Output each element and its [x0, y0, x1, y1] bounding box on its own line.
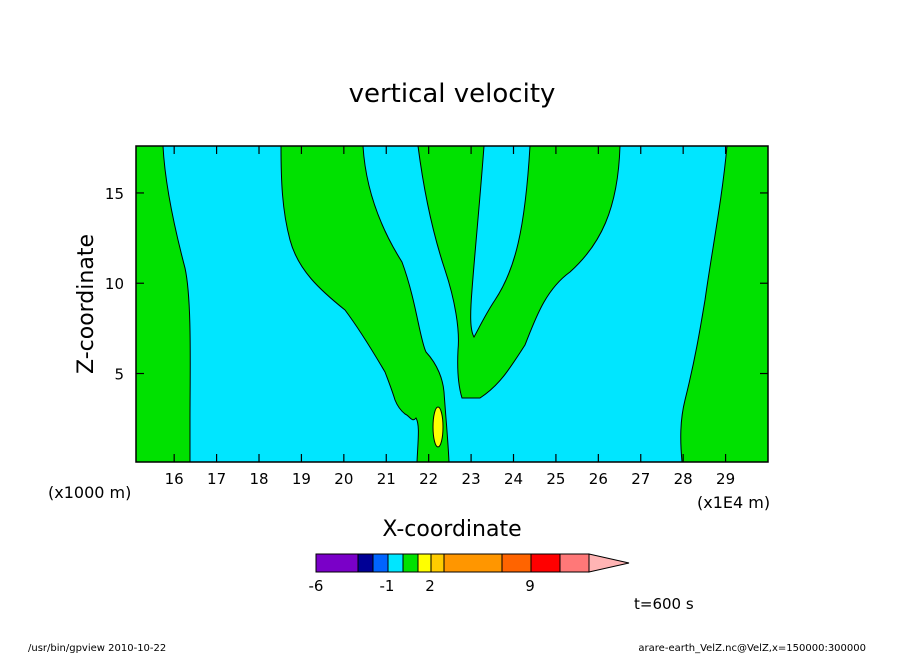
- x-tick-label: 27: [631, 470, 650, 488]
- y-tick-label: 15: [105, 185, 124, 203]
- max-velocity-cell: [432, 406, 444, 448]
- colorbar-tick-label: -6: [309, 577, 324, 595]
- y-tick-label: 5: [114, 366, 124, 384]
- colorbar-swatch: [387, 553, 404, 573]
- footer-right: arare-earth_VelZ.nc@VelZ,x=150000:300000: [638, 643, 866, 654]
- colorbar-swatch: [530, 553, 561, 573]
- y-axis-unit: (x1000 m): [48, 483, 131, 502]
- y-axis-ticks: 5 10 15: [105, 185, 768, 384]
- x-tick-label: 17: [207, 470, 226, 488]
- x-tick-label: 21: [377, 470, 396, 488]
- x-tick-label: 25: [546, 470, 565, 488]
- colorbar-swatch: [357, 553, 374, 573]
- x-axis-ticks: 16 17 18 19 20 21 22 23 24 25 26 27 28 29: [165, 146, 735, 488]
- x-tick-label: 18: [249, 470, 268, 488]
- x-axis-label: X-coordinate: [382, 517, 521, 542]
- colorbar-tick-label: 9: [525, 577, 535, 595]
- contour-region-center: [280, 145, 450, 463]
- y-axis-label: Z-coordinate: [74, 234, 99, 374]
- x-tick-label: 26: [589, 470, 608, 488]
- colorbar: [315, 553, 630, 573]
- colorbar-arrow: [588, 553, 630, 573]
- colorbar-swatch: [443, 553, 503, 573]
- time-label: t=600 s: [634, 595, 694, 613]
- x-tick-label: 29: [716, 470, 735, 488]
- colorbar-swatch: [559, 553, 590, 573]
- colorbar-tick-label: -1: [380, 577, 395, 595]
- colorbar-ticks: -6 -1 2 9: [309, 577, 535, 595]
- colorbar-swatch: [501, 553, 532, 573]
- chart-title: vertical velocity: [349, 79, 556, 109]
- colorbar-swatch: [430, 553, 445, 573]
- contour-region-right: [680, 145, 769, 463]
- x-tick-label: 23: [462, 470, 481, 488]
- footer-left: /usr/bin/gpview 2010-10-22: [28, 643, 166, 654]
- x-tick-label: 24: [504, 470, 523, 488]
- y-tick-label: 10: [105, 275, 124, 293]
- colorbar-swatch: [315, 553, 359, 573]
- x-tick-label: 28: [674, 470, 693, 488]
- x-tick-label: 16: [165, 470, 184, 488]
- colorbar-swatch: [372, 553, 389, 573]
- x-axis-unit: (x1E4 m): [697, 493, 770, 512]
- colorbar-tick-label: 2: [425, 577, 435, 595]
- contour-region-left: [135, 145, 191, 463]
- x-tick-label: 19: [292, 470, 311, 488]
- x-tick-label: 20: [334, 470, 353, 488]
- contour-region-right-center: [417, 145, 621, 399]
- colorbar-swatch: [417, 553, 432, 573]
- plot-area: [135, 145, 769, 463]
- x-tick-label: 22: [419, 470, 438, 488]
- plot-frame: [135, 145, 769, 463]
- colorbar-swatch: [402, 553, 419, 573]
